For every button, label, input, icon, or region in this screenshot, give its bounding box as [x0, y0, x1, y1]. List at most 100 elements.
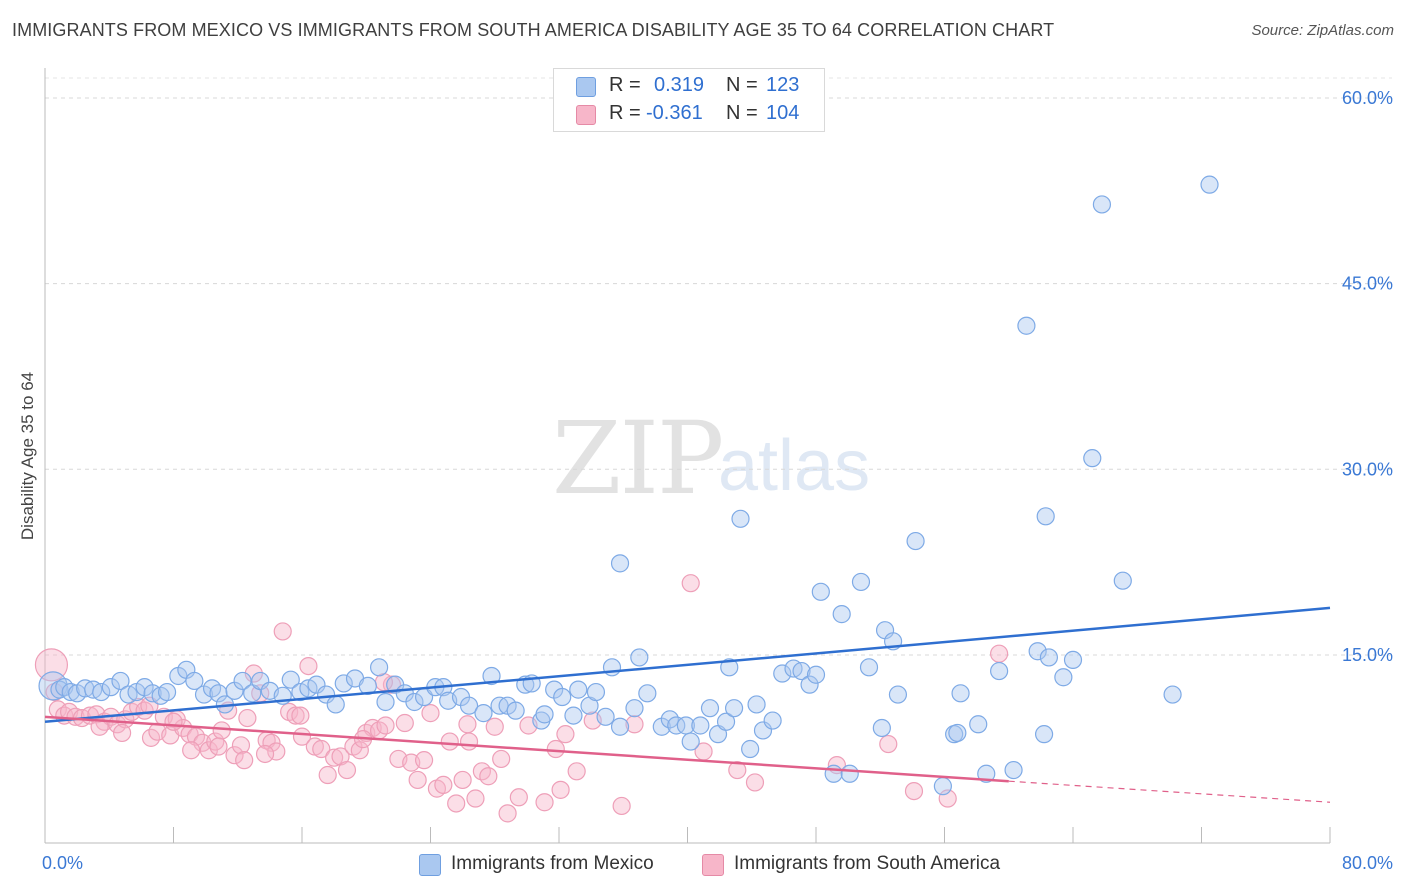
mexico-point: [111, 671, 130, 691]
mexico-point: [681, 732, 700, 751]
y-tick-label: 45.0%: [1342, 274, 1393, 294]
mexico-point: [977, 764, 996, 783]
mexico-point: [459, 696, 479, 715]
south-america-point: [453, 770, 472, 790]
south-america-point: [238, 708, 257, 728]
south-america-point: [459, 732, 479, 751]
mexico-point: [700, 699, 720, 718]
mexico-point: [1113, 571, 1132, 590]
south-america-point: [447, 794, 466, 813]
mexico-trend-line: [44, 606, 1331, 724]
south-america-point: [625, 715, 644, 734]
mexico-point: [610, 717, 630, 736]
south-america-point: [681, 574, 700, 593]
mexico-point: [806, 665, 826, 684]
mexico-point: [811, 582, 830, 601]
stats-legend: R = 0.319 N = 123 R = -0.361 N = 104: [553, 68, 825, 132]
south-america-point: [434, 775, 453, 795]
n-label: N =: [726, 102, 758, 124]
south-america-point: [273, 622, 292, 641]
y-axis-label: Disability Age 35 to 64: [18, 371, 37, 541]
mexico-point: [1039, 648, 1059, 667]
mexico-point: [773, 664, 792, 683]
mexico-point: [92, 682, 111, 702]
mexico-point: [596, 707, 615, 726]
south-america-point: [291, 706, 310, 725]
mexico-point: [716, 712, 736, 731]
grid-lines: [45, 77, 1392, 656]
south-america-point: [745, 773, 765, 792]
mexico-point: [691, 716, 710, 735]
south-america-point: [509, 788, 528, 807]
mexico-point: [792, 661, 811, 681]
mexico-point: [824, 764, 843, 783]
mexico-point: [101, 678, 120, 697]
mexico-point: [376, 692, 395, 712]
mexico-point: [1028, 642, 1047, 661]
trend-lines: [44, 606, 1331, 803]
south-america-point: [312, 739, 331, 759]
south-america-point: [350, 741, 369, 760]
south-america-trend-extension: [1008, 780, 1331, 803]
legend-label-mexico: Immigrants from Mexico: [451, 853, 654, 874]
south-america-point: [244, 664, 263, 683]
mexico-point: [969, 715, 988, 734]
south-america-point: [255, 744, 275, 764]
south-america-point: [479, 767, 498, 786]
series-mexico-points: [38, 175, 1219, 796]
n-value: 104: [766, 102, 800, 124]
mexico-point: [334, 674, 353, 693]
chart-title: IMMIGRANTS FROM MEXICO VS IMMIGRANTS FRO…: [12, 20, 1055, 40]
south-america-point: [286, 706, 305, 725]
mexico-point: [61, 682, 80, 702]
mexico-point: [724, 699, 744, 718]
south-america-point: [535, 793, 554, 812]
x-tick-labels: 0.0% 80.0%: [42, 853, 1393, 873]
r-label: R =: [609, 74, 641, 96]
south-america-point: [292, 727, 312, 746]
south-america-point: [556, 725, 575, 744]
mexico-point: [1083, 449, 1102, 468]
south-america-point: [546, 739, 565, 759]
south-america-point: [235, 751, 254, 770]
south-america-point: [299, 656, 318, 676]
south-america-point: [225, 746, 244, 765]
mexico-point: [370, 658, 389, 677]
r-label: R =: [609, 102, 641, 124]
mexico-point: [1063, 650, 1083, 670]
south-america-point: [112, 723, 132, 743]
source-label: Source: ZipAtlas.com: [1251, 22, 1394, 39]
mexico-point: [951, 684, 970, 703]
y-tick-label: 60.0%: [1342, 88, 1393, 108]
south-america-point: [231, 736, 251, 755]
mexico-point: [506, 701, 525, 720]
mexico-point: [474, 704, 493, 723]
mexico-point: [1034, 725, 1054, 744]
x-tick-label-min: 0.0%: [42, 853, 83, 873]
mexico-point: [586, 682, 606, 702]
mexico-point: [625, 699, 644, 718]
r-value: 0.319: [654, 74, 705, 96]
mexico-point: [1163, 685, 1182, 704]
y-tick-label: 30.0%: [1342, 459, 1393, 479]
watermark-zip: ZIP: [552, 400, 724, 517]
mexico-point: [316, 685, 336, 704]
n-label: N =: [726, 74, 758, 96]
mexico-point: [840, 764, 859, 783]
n-value: 123: [766, 74, 800, 96]
south-america-point: [498, 804, 517, 823]
mexico-point: [307, 675, 326, 694]
legend-label-south-america: Immigrants from South America: [734, 853, 1001, 874]
mexico-point: [948, 723, 967, 743]
x-tick-label-max: 80.0%: [1342, 853, 1393, 873]
south-america-point: [45, 682, 64, 702]
mexico-point: [553, 687, 572, 707]
mexico-point: [1054, 668, 1073, 687]
mexico-point: [482, 666, 501, 686]
south-america-point: [492, 749, 511, 769]
south-america-point: [440, 732, 459, 751]
mexico-point: [990, 661, 1009, 681]
mexico-point: [747, 695, 766, 714]
mexico-point: [564, 706, 583, 725]
mexico-point: [1004, 760, 1023, 780]
